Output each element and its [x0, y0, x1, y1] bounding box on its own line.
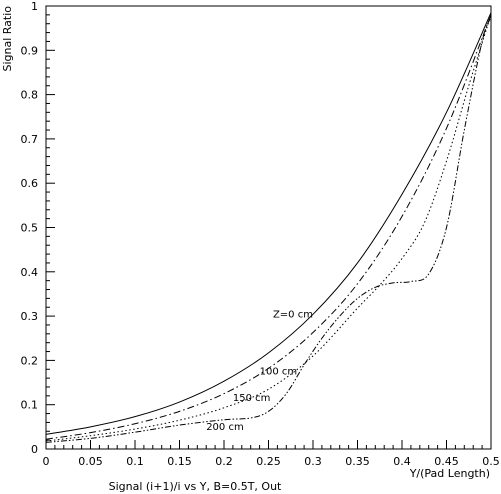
x-axis-title: Y/(Pad Length)	[409, 467, 490, 480]
y-tick-label: 0.9	[21, 44, 39, 57]
x-tick-label: 0	[43, 455, 50, 468]
x-tick-label: 0.2	[215, 455, 233, 468]
y-tick-label: 0.6	[21, 177, 39, 190]
series-curves	[45, 12, 492, 443]
x-tick-label: 0.05	[78, 455, 103, 468]
y-axis-title: Signal Ratio	[1, 6, 14, 72]
series-label-1: Z=0 cm	[273, 309, 313, 320]
y-tick-label: 0.1	[21, 399, 39, 412]
x-tick-label: 0.45	[434, 455, 459, 468]
tick-labels: 0 0.05 0.1 0.15 0.2 0.25 0.3 0.35 0.4 0.45 0.5 0 0.1…	[21, 0, 500, 468]
series-line-3	[45, 14, 492, 442]
y-tick-label: 0.4	[21, 266, 39, 279]
series-line-1	[45, 12, 492, 435]
x-tick-label: 0.35	[345, 455, 370, 468]
x-tick-label: 0.15	[167, 455, 192, 468]
plot-frame	[45, 5, 492, 450]
x-tick-label: 0.25	[256, 455, 281, 468]
y-tick-label: 0.3	[21, 310, 39, 323]
y-tick-label: 1	[31, 0, 38, 13]
series-label-4: 200 cm	[206, 422, 244, 433]
series-annotations: Z=0 cm 100 cm 150 cm 200 cm	[206, 309, 313, 433]
y-tick-label: 0.5	[21, 222, 39, 235]
y-tick-label: 0.7	[21, 133, 39, 146]
x-tick-label: 0.3	[304, 455, 322, 468]
y-tick-label: 0.2	[21, 354, 39, 367]
y-tick-label: 0.8	[21, 89, 39, 102]
x-tick-label: 0.1	[126, 455, 144, 468]
x-tick-label: 0.4	[393, 455, 411, 468]
series-label-2: 100 cm	[260, 367, 298, 378]
x-tick-label: 0.5	[482, 455, 500, 468]
y-tick-label: 0	[31, 443, 38, 456]
series-label-3: 150 cm	[233, 393, 271, 404]
chart-caption: Signal (i+1)/i vs Y, B=0.5T, Out	[109, 480, 282, 493]
axis-ticks	[45, 5, 492, 450]
series-line-4	[45, 16, 492, 443]
